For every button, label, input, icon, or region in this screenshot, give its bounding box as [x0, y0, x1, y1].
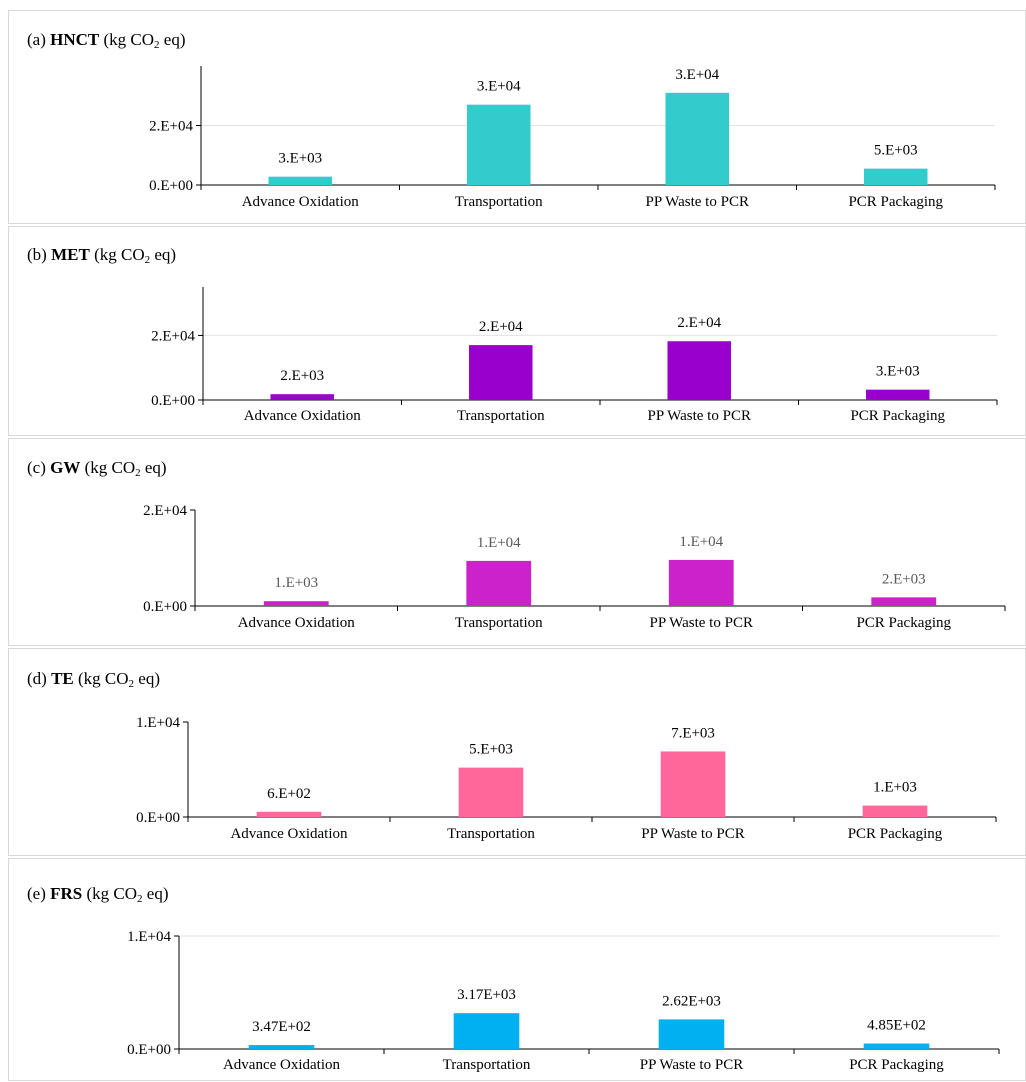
data-label: 2.E+04 [677, 315, 721, 331]
category-label: Advance Oxidation [223, 1057, 341, 1073]
chart-panel-met: (b) MET (kg CO2 eq) 0.E+00 2.E+04 2.E+03 Ad… [8, 226, 1026, 436]
bar [660, 751, 726, 817]
chart-panel-gw: (c) GW (kg CO2 eq) 0.E+00 2.E+04 1.E+03 Adv… [8, 438, 1026, 646]
bar-chart: 0.E+00 2.E+04 2.E+03 Advance Oxidation 2.E+0… [151, 287, 998, 424]
category-label: PP Waste to PCR [648, 408, 751, 424]
bar [248, 1045, 315, 1049]
category-label: Transportation [455, 194, 543, 210]
data-label: 1.E+03 [274, 575, 318, 591]
data-label: 7.E+03 [671, 725, 715, 741]
category-label: Transportation [457, 408, 545, 424]
bar [256, 811, 322, 817]
chart-panel-te: (d) TE (kg CO2 eq) 0.E+00 1.E+04 6.E+02 Adv… [8, 648, 1026, 856]
bar [468, 345, 533, 400]
bar [270, 394, 335, 400]
bar [871, 597, 937, 606]
bar [862, 805, 928, 817]
data-label: 5.E+03 [469, 742, 513, 758]
panel-title: (d) TE (kg CO2 eq) [27, 669, 161, 690]
data-label: 3.17E+03 [457, 987, 516, 1003]
category-label: PP Waste to PCR [641, 826, 744, 842]
y-tick-label: 1.E+04 [136, 715, 180, 731]
y-tick-label: 1.E+04 [127, 929, 171, 945]
bar [667, 341, 732, 400]
y-tick-label: 2.E+04 [143, 503, 187, 519]
category-label: PP Waste to PCR [650, 615, 753, 631]
chart-panel-frs: (e) FRS (kg CO2 eq) 0.E+00 1.E+04 3.47E+02… [8, 858, 1026, 1081]
bar-chart: 0.E+00 2.E+04 1.E+03 Advance Oxidation 1.E+0… [143, 503, 1006, 631]
panel-title: (a) HNCT (kg CO2 eq) [27, 30, 186, 51]
data-label: 5.E+03 [874, 143, 918, 159]
data-label: 3.E+03 [278, 151, 322, 167]
category-label: Advance Oxidation [244, 408, 362, 424]
bar [466, 560, 532, 606]
bar [658, 1019, 725, 1049]
category-label: PCR Packaging [850, 408, 945, 424]
y-tick-label: 0.E+00 [143, 599, 187, 615]
bar [668, 559, 734, 606]
category-label: PCR Packaging [856, 615, 951, 631]
category-label: Advance Oxidation [230, 826, 348, 842]
data-label: 1.E+04 [679, 534, 723, 550]
bar [263, 601, 329, 606]
bar [863, 168, 928, 185]
bar [865, 389, 930, 400]
data-label: 2.E+04 [479, 319, 523, 335]
category-label: Transportation [455, 615, 543, 631]
data-label: 3.E+04 [477, 79, 521, 95]
bar [466, 104, 531, 185]
panel-title: (c) GW (kg CO2 eq) [27, 458, 167, 479]
data-label: 3.47E+02 [252, 1019, 311, 1035]
category-label: Transportation [447, 826, 535, 842]
y-tick-label: 2.E+04 [151, 328, 195, 344]
data-label: 1.E+03 [873, 780, 917, 796]
y-tick-label: 2.E+04 [149, 119, 193, 135]
data-label: 3.E+04 [675, 67, 719, 83]
bar [665, 92, 730, 185]
category-label: Advance Oxidation [242, 194, 360, 210]
data-label: 4.85E+02 [867, 1018, 926, 1034]
bar-chart: 0.E+00 2.E+04 3.E+03 Advance Oxidation 3.E+0… [149, 66, 996, 210]
category-label: PCR Packaging [848, 826, 943, 842]
category-label: PCR Packaging [848, 194, 943, 210]
bar [863, 1043, 930, 1049]
category-label: PCR Packaging [849, 1057, 944, 1073]
data-label: 2.E+03 [882, 571, 926, 587]
category-label: PP Waste to PCR [646, 194, 749, 210]
bar-chart: 0.E+00 1.E+04 3.47E+02 Advance Oxidation 3.1… [127, 929, 1000, 1073]
y-tick-label: 0.E+00 [136, 810, 180, 826]
y-tick-label: 0.E+00 [151, 393, 195, 409]
category-label: Transportation [443, 1057, 531, 1073]
bar [268, 176, 333, 185]
panel-title: (e) FRS (kg CO2 eq) [27, 884, 169, 905]
data-label: 3.E+03 [876, 364, 920, 380]
data-label: 1.E+04 [477, 535, 521, 551]
data-label: 6.E+02 [267, 786, 311, 802]
chart-panel-hnct: (a) HNCT (kg CO2 eq) 0.E+00 2.E+04 3.E+03 A… [8, 10, 1026, 224]
y-tick-label: 0.E+00 [149, 178, 193, 194]
bar [453, 1013, 520, 1049]
panel-title: (b) MET (kg CO2 eq) [27, 245, 177, 266]
bar-chart: 0.E+00 1.E+04 6.E+02 Advance Oxidation 5.E+0… [136, 715, 997, 842]
category-label: Advance Oxidation [238, 615, 356, 631]
category-label: PP Waste to PCR [640, 1057, 743, 1073]
data-label: 2.62E+03 [662, 993, 721, 1009]
bar [458, 767, 524, 817]
y-tick-label: 0.E+00 [127, 1042, 171, 1058]
data-label: 2.E+03 [280, 368, 324, 384]
